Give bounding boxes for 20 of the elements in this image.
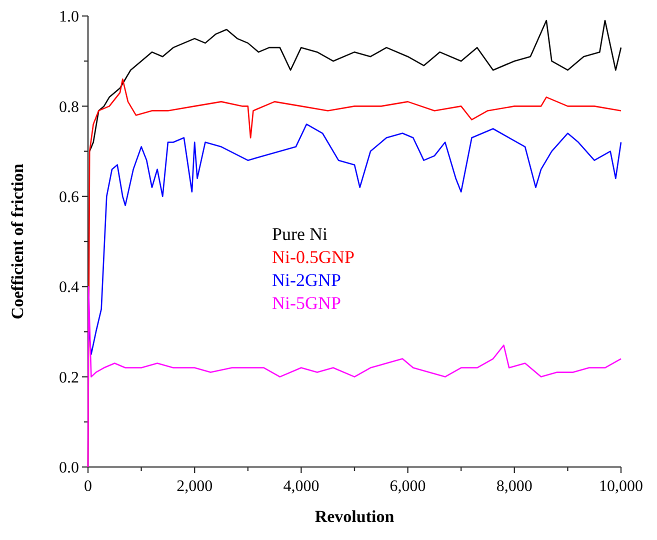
- y-tick-label: 0.4: [59, 279, 79, 296]
- x-tick-label: 6,000: [390, 478, 426, 495]
- x-tick-label: 8,000: [496, 478, 532, 495]
- y-tick-label: 0.8: [59, 98, 79, 116]
- text: Ni-5GNP: [272, 293, 342, 313]
- y-tick-label: 1.0: [59, 8, 79, 26]
- y-tick-label: 0.0: [59, 460, 79, 477]
- x-tick-label: 4,000: [283, 478, 320, 495]
- y-tick-label: 0.6: [59, 189, 79, 206]
- x-tick-label: 2,000: [176, 478, 213, 495]
- line-series: [88, 124, 622, 355]
- x-axis-title: Revolution: [314, 507, 395, 526]
- y-tick-label: 0.2: [59, 369, 79, 386]
- text: Pure Ni: [272, 224, 328, 244]
- x-tick-label: 0: [84, 478, 92, 495]
- text: Ni-0.5GNP: [272, 247, 355, 267]
- line-series: [88, 20, 622, 152]
- y-axis-title: Coefficient of friction: [8, 163, 27, 320]
- text: Ni-2GNP: [272, 270, 342, 290]
- x-tick-label: 10,000: [599, 478, 643, 495]
